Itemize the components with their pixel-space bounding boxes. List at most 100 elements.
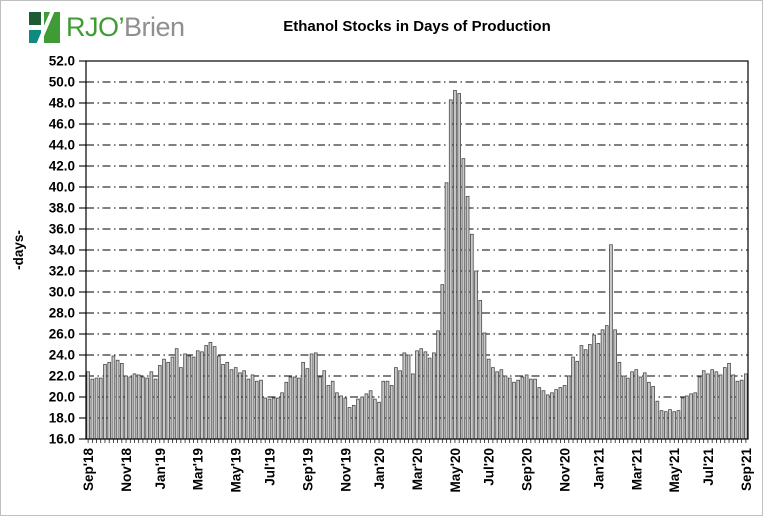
bar [680,397,685,440]
y-tick-label: 46.0 [49,117,75,132]
x-tick-label: Jan'21 [591,448,606,490]
bar [157,365,162,440]
bar [427,357,432,440]
bar [402,352,407,440]
bar [389,385,394,440]
bar [107,361,111,440]
bar [377,401,381,440]
bar [575,360,580,440]
x-tick-label: Nov'18 [119,448,134,492]
bar [313,352,318,440]
bar [191,356,196,440]
bar [626,377,630,440]
bar [297,377,301,440]
bar [689,393,693,440]
bar [128,376,133,440]
bar [558,387,563,440]
bar [229,369,234,440]
y-tick-label: 20.0 [49,390,75,405]
bar [491,367,495,440]
logo-text-brien: Brien [124,11,185,42]
bar [562,385,567,440]
bar [617,361,622,440]
bar [233,367,238,440]
y-tick-label: 50.0 [49,75,75,90]
bar [453,90,457,440]
bar [394,367,398,440]
bar [735,380,740,440]
bar [162,358,166,440]
bar [638,376,643,440]
bar [267,398,272,440]
bar [225,361,230,440]
y-tick-label: 28.0 [49,306,75,321]
bar [183,353,187,440]
bar [360,396,364,440]
y-tick-label: 52.0 [49,54,75,69]
y-tick-label: 18.0 [49,411,75,426]
y-tick-label: 44.0 [49,138,75,153]
bar [609,244,613,440]
bar [153,378,158,440]
bar [685,395,689,440]
x-tick-label: Sep'20 [520,448,535,491]
bar [94,377,99,440]
bar [541,390,546,440]
bar [554,389,558,440]
bar [533,378,537,440]
bar [103,364,107,440]
bar [254,380,259,440]
bar [478,299,483,440]
bar [351,404,356,440]
y-tick-label: 42.0 [49,159,75,174]
bar [520,376,525,440]
bar [697,376,702,440]
bar [174,348,179,440]
bar [651,386,655,440]
bar [440,284,445,440]
y-tick-label: 24.0 [49,348,75,363]
bar [668,409,672,440]
bar [288,376,293,440]
x-tick-label: Jul'21 [701,448,716,486]
y-tick-label: 40.0 [49,180,75,195]
bar [141,376,145,440]
bar [566,375,571,440]
bar [436,330,440,440]
bar [516,379,521,440]
x-tick-label: May'21 [667,448,682,493]
y-tick-label: 48.0 [49,96,75,111]
bar [710,369,714,440]
bar [343,397,348,440]
bar [90,378,95,440]
bar [448,99,453,440]
y-tick-label: 26.0 [49,327,75,342]
bar [474,270,478,440]
bar [259,379,263,440]
bar [545,394,550,440]
bar [305,368,310,440]
bar [292,376,297,440]
x-tick-label: Mar'20 [410,448,425,490]
bar [381,380,386,440]
bar [179,367,183,440]
y-tick-label: 22.0 [49,369,75,384]
bar [339,395,343,440]
bar [731,374,736,440]
bar [221,364,225,440]
bar [356,398,360,440]
bar [495,371,499,440]
bar [212,346,217,440]
bar [347,407,352,440]
x-tick-label: Nov'19 [338,448,353,492]
bar [714,371,719,440]
bar [727,362,731,440]
bar [187,355,192,440]
bar [499,369,504,440]
bar [120,362,124,440]
bar [588,344,592,440]
bar [170,356,175,440]
bar [524,374,529,440]
bar [642,372,647,440]
x-tick-label: Nov'20 [558,448,573,492]
